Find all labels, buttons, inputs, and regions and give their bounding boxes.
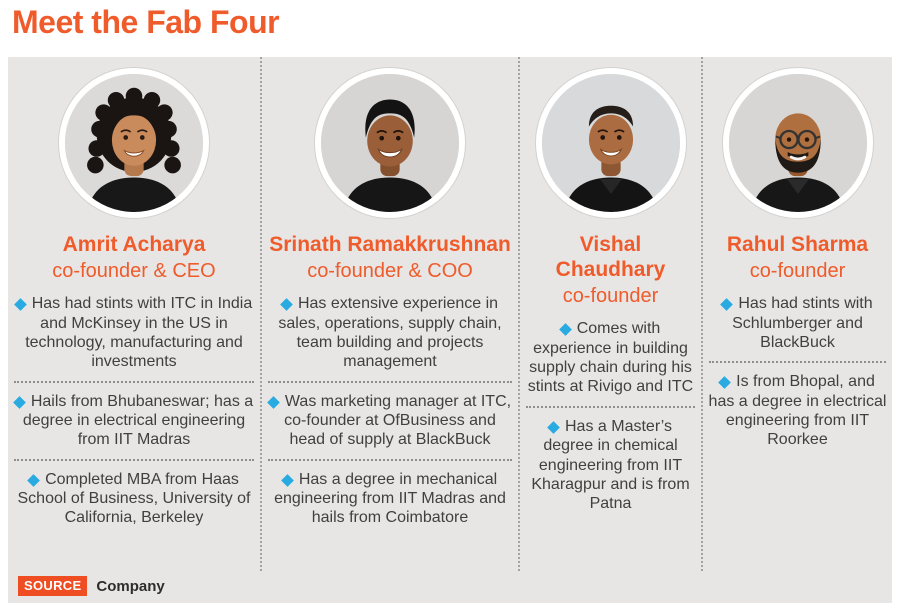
bullet-text: Hails from Bhubaneswar; has a degree in …	[22, 392, 254, 449]
avatar-srinath-ramakkrushnan-photo	[321, 74, 459, 212]
founder-bullets: Has extensive experience in sales, opera…	[265, 294, 515, 528]
diamond-bullet-icon	[267, 395, 280, 409]
founder-bullets: Has had stints with Schlumberger and Bla…	[706, 294, 889, 450]
bullet-item: Is from Bhopal, and has a degree in elec…	[706, 372, 889, 449]
founder-card-vishal-chaudhary: Vishal Chaudhary co-founder Comes with e…	[518, 57, 701, 571]
founder-role: co-founder & COO	[307, 260, 473, 283]
bullet-item: Has a Master’s degree in chemical engine…	[523, 417, 698, 514]
bullet-item: Has a degree in mechanical engineering f…	[265, 470, 515, 528]
founder-card-amrit-acharya: Amrit Acharya co-founder & CEO Has had s…	[8, 57, 260, 571]
bullet-text: Has extensive experience in sales, opera…	[278, 295, 502, 371]
dotted-divider	[14, 458, 254, 461]
avatar	[59, 68, 209, 218]
bullet-item: Completed MBA from Haas School of Busine…	[11, 470, 257, 528]
founder-bullets: Has had stints with ITC in India and McK…	[11, 294, 257, 528]
avatar	[722, 68, 873, 218]
bullet-text: Has a degree in mechanical engineering f…	[274, 470, 506, 527]
bullet-text: Has had stints with ITC in India and McK…	[25, 295, 253, 371]
dotted-divider	[268, 458, 512, 461]
bullet-item: Comes with experience in building supply…	[523, 319, 698, 396]
bullet-item: Has had stints with ITC in India and McK…	[11, 294, 257, 371]
founder-name: Amrit Acharya	[62, 233, 206, 256]
bullet-text: Completed MBA from Haas School of Busine…	[17, 470, 251, 527]
founder-card-rahul-sharma: Rahul Sharma co-founder Has had stints w…	[701, 57, 892, 571]
bullet-text: Comes with experience in building supply…	[527, 320, 694, 396]
founder-role: co-founder	[749, 260, 846, 283]
avatar-vishal-chaudhary-photo	[541, 74, 680, 212]
bullet-text: Has had stints with Schlumberger and Bla…	[732, 295, 873, 351]
founder-columns: Amrit Acharya co-founder & CEO Has had s…	[8, 57, 892, 571]
founder-name: Srinath Ramakkrushnan	[269, 233, 511, 256]
diamond-bullet-icon	[720, 298, 734, 312]
bullet-text: Has a Master’s degree in chemical engine…	[531, 417, 690, 513]
dotted-divider	[526, 405, 695, 408]
avatar-amrit-acharya-photo	[65, 74, 203, 212]
page-title: Meet the Fab Four	[12, 4, 280, 40]
diamond-bullet-icon	[718, 376, 731, 390]
source-badge: SOURCE	[18, 576, 88, 596]
diamond-bullet-icon	[547, 420, 560, 434]
bullet-item: Has had stints with Schlumberger and Bla…	[706, 294, 889, 352]
founder-name: Rahul Sharma	[726, 233, 869, 256]
dotted-divider	[709, 361, 886, 364]
bullet-item: Was marketing manager at ITC, co-founder…	[265, 392, 515, 450]
founder-role: co-founder & CEO	[52, 260, 216, 283]
diamond-bullet-icon	[13, 298, 27, 312]
infographic-panel: Amrit Acharya co-founder & CEO Has had s…	[8, 57, 892, 603]
founder-role: co-founder	[562, 285, 659, 308]
source-value: Company	[96, 577, 165, 595]
founder-name: Vishal Chaudhary	[555, 233, 666, 282]
bullet-item: Hails from Bhubaneswar; has a degree in …	[11, 392, 257, 450]
dotted-divider	[268, 380, 512, 383]
founder-card-srinath-ramakkrushnan: Srinath Ramakkrushnan co-founder & COO H…	[260, 57, 518, 571]
source-row: SOURCE Company	[18, 576, 165, 596]
diamond-bullet-icon	[558, 323, 572, 337]
avatar	[535, 68, 686, 218]
dotted-divider	[14, 380, 254, 383]
bullet-item: Has extensive experience in sales, opera…	[265, 294, 515, 371]
diamond-bullet-icon	[280, 473, 294, 487]
diamond-bullet-icon	[280, 298, 293, 312]
avatar	[315, 68, 465, 218]
bullet-text: Was marketing manager at ITC, co-founder…	[284, 392, 512, 449]
diamond-bullet-icon	[27, 473, 40, 487]
bullet-text: Is from Bhopal, and has a degree in elec…	[708, 373, 887, 449]
founder-bullets: Comes with experience in building supply…	[523, 319, 698, 513]
avatar-rahul-sharma-photo	[728, 74, 867, 212]
diamond-bullet-icon	[12, 395, 26, 409]
